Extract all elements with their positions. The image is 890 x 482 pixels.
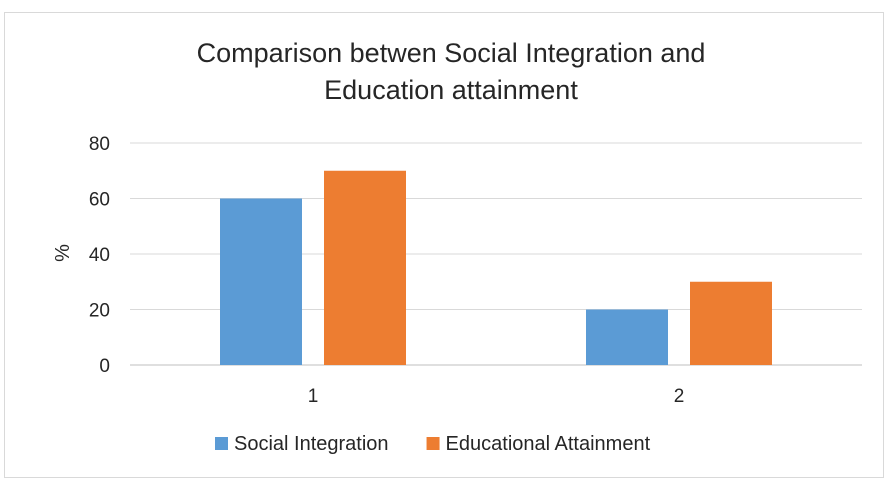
- x-tick-label: 1: [308, 386, 319, 407]
- chart-frame: [4, 12, 884, 478]
- chart-title-line-1: Comparison betwen Social Integration and: [197, 38, 706, 68]
- legend-label: Educational Attainment: [446, 433, 651, 455]
- legend-swatch: [426, 437, 440, 450]
- legend-label: Social Integration: [234, 433, 389, 455]
- chart-title-line-2: Education attainment: [324, 75, 578, 105]
- legend-swatch: [215, 437, 228, 450]
- legend-item-educational-attainment: Educational Attainment: [426, 433, 651, 455]
- y-tick-label: 20: [89, 301, 110, 322]
- y-axis-label: %: [52, 244, 74, 262]
- chart-title: Comparison betwen Social Integration and…: [197, 38, 706, 105]
- legend-item-social-integration: Social Integration: [215, 433, 389, 455]
- bars: [220, 170, 772, 365]
- y-tick-label: 40: [89, 245, 110, 266]
- legend: Social Integration Educational Attainment: [215, 433, 651, 455]
- bar-educational-attainment-1: [324, 170, 406, 365]
- y-tick-label: 80: [89, 134, 110, 155]
- bar-educational-attainment-2: [690, 281, 772, 365]
- bar-social-integration-2: [586, 309, 668, 365]
- x-tick-label: 2: [674, 386, 685, 407]
- bar-social-integration-1: [220, 198, 302, 365]
- y-tick-label: 0: [99, 356, 110, 377]
- y-tick-label: 60: [89, 190, 110, 211]
- y-tick-labels: 0 20 40 60 80: [89, 134, 110, 377]
